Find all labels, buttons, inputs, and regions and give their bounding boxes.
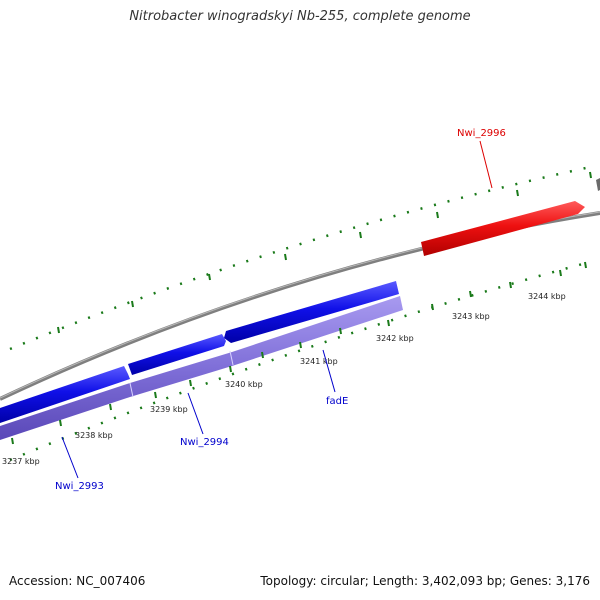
gene-fragment-right [596, 178, 600, 191]
outer-tick-ring [9, 164, 596, 351]
reverse-band-divider-1 [129, 382, 134, 398]
kbp-tick-label: 3242 kbp [376, 334, 414, 343]
major-tick-mark [584, 261, 587, 269]
major-tick-mark [299, 341, 302, 349]
major-tick-mark [359, 231, 362, 239]
gene-arrow-nwi-2994[interactable] [128, 334, 226, 375]
major-tick-mark [431, 303, 434, 311]
gene-arrow-fade[interactable] [224, 281, 399, 343]
reverse-band-divider-2 [229, 350, 234, 366]
gene-label[interactable]: Nwi_2993 [55, 481, 104, 492]
gene-arrow-nwi-2993[interactable] [0, 366, 130, 423]
kbp-tick-label: 3238 kbp [75, 431, 113, 440]
kbp-tick-label: 3237 kbp [2, 457, 40, 466]
major-tick-mark [469, 290, 472, 298]
genome-stats: Topology: circular; Length: 3,402,093 bp… [260, 574, 590, 588]
kbp-tick-label: 3240 kbp [225, 380, 263, 389]
major-tick-mark [229, 365, 232, 373]
major-tick-mark [189, 379, 192, 387]
major-tick-mark [387, 319, 390, 327]
major-tick-mark [261, 351, 264, 359]
genome-backbone [0, 211, 600, 401]
reverse-strand-band [0, 296, 403, 440]
accession-label: Accession: NC_007406 [9, 574, 146, 588]
gene-labels: Nwi_2993 Nwi_2994 fadE Nwi_2996 [55, 128, 506, 492]
major-tick-mark [208, 273, 211, 281]
major-tick-mark [509, 281, 512, 289]
major-tick-mark [11, 437, 14, 445]
gene-arrow-nwi-2996[interactable] [421, 201, 585, 256]
major-tick-mark [57, 326, 60, 334]
gene-label[interactable]: Nwi_2994 [180, 437, 229, 448]
major-tick-mark [131, 300, 134, 308]
major-tick-mark [59, 419, 62, 427]
major-tick-mark [339, 327, 342, 335]
gene-label[interactable]: fadE [326, 396, 348, 407]
major-tick-mark [109, 403, 112, 411]
major-tick-mark [284, 253, 287, 261]
kbp-tick-label: 3241 kbp [300, 357, 338, 366]
major-tick-mark [559, 269, 562, 277]
kbp-tick-label: 3244 kbp [528, 292, 566, 301]
kbp-tick-label: 3239 kbp [150, 405, 188, 414]
kbp-labels: 3237 kbp 3238 kbp 3239 kbp 3240 kbp 3241 kbp… [2, 292, 566, 466]
major-tick-mark [154, 391, 157, 399]
gene-label[interactable]: Nwi_2996 [457, 128, 506, 139]
major-tick-mark [589, 171, 592, 179]
gene-label-leaders [61, 140, 493, 479]
kbp-tick-label: 3243 kbp [452, 312, 490, 321]
map-title: Nitrobacter winogradskyi Nb-255, complet… [129, 9, 471, 24]
major-ticks [11, 171, 592, 445]
genome-backbone-highlight [0, 211, 600, 399]
major-tick-mark [516, 189, 519, 197]
major-tick-mark [436, 211, 439, 219]
